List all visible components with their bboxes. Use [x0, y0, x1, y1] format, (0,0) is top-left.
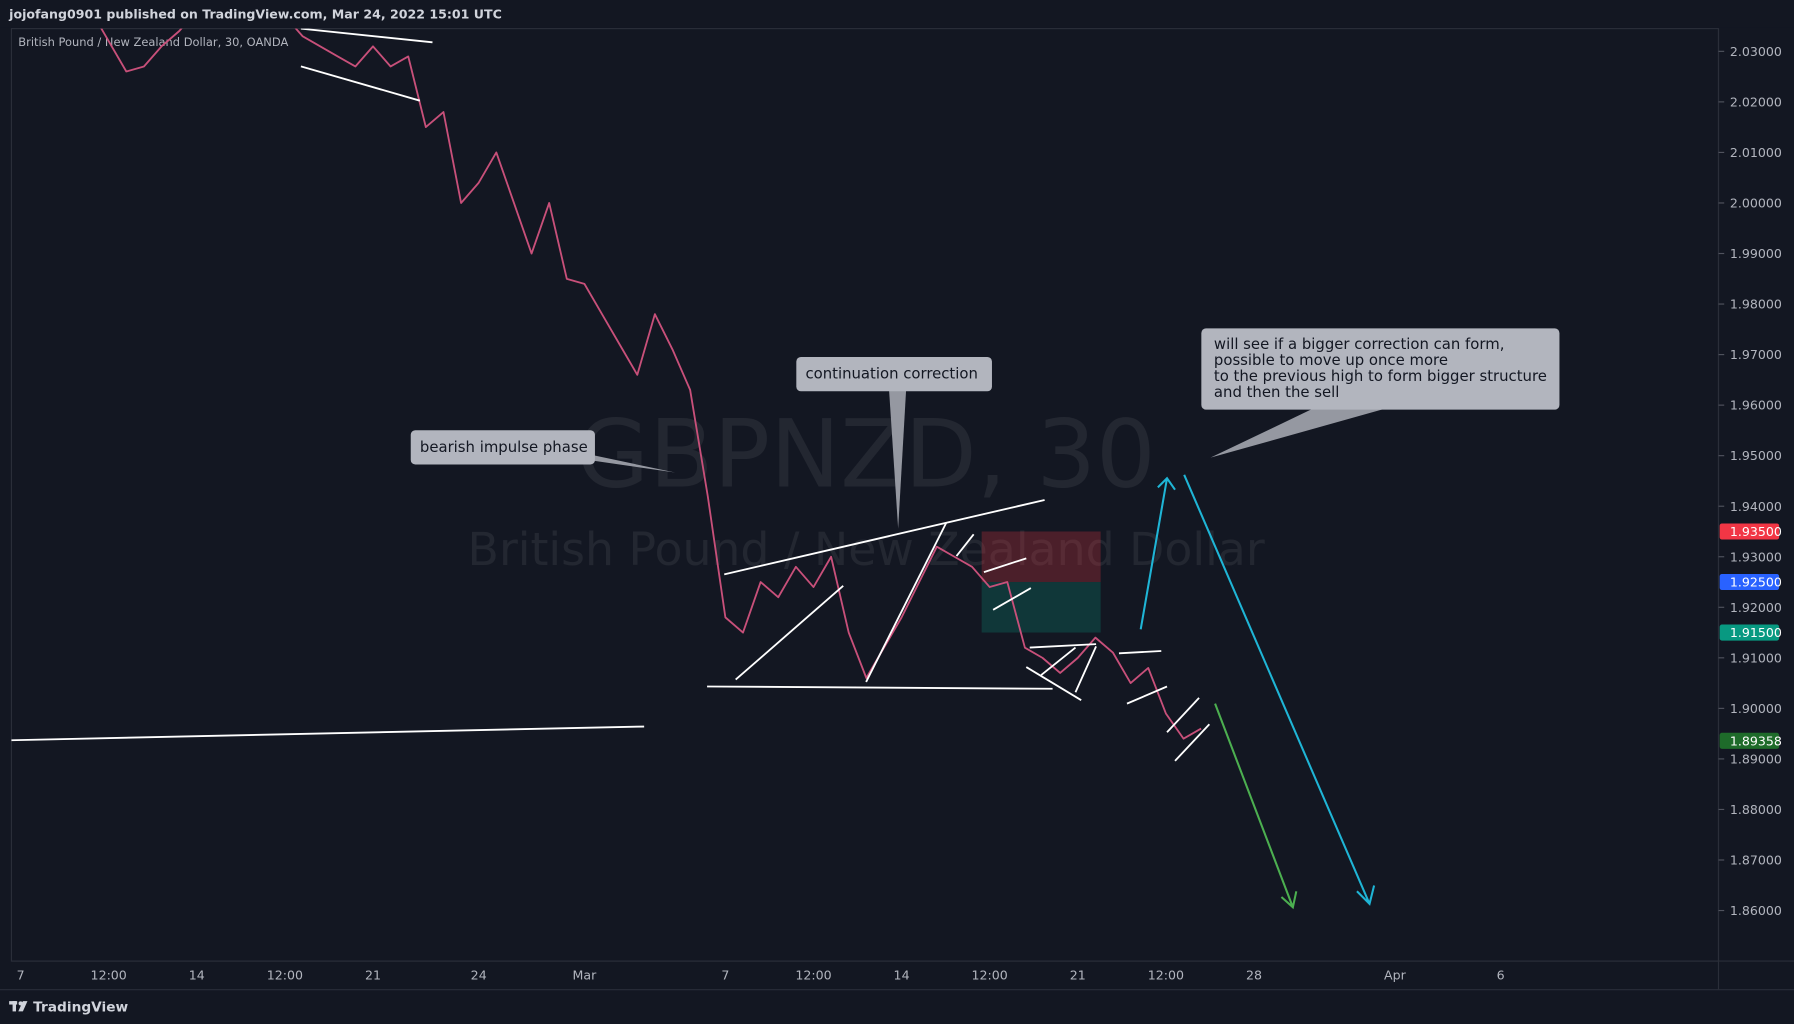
- x-tick-label: 6: [1497, 967, 1505, 982]
- brand: TradingView: [33, 999, 128, 1015]
- plot-area: [10, 28, 1720, 962]
- annotation-text: to the previous high to form bigger stru…: [1214, 367, 1547, 385]
- publisher-line: jojofang0901 published on TradingView.co…: [8, 6, 502, 21]
- y-tick-label: 1.91000: [1730, 650, 1782, 665]
- y-tick-label: 1.90000: [1730, 701, 1782, 716]
- y-tick-label: 1.89000: [1730, 751, 1782, 766]
- callout: bearish impulse phase: [410, 430, 676, 473]
- y-tick-label: 1.88000: [1730, 802, 1782, 817]
- annotation-text: possible to move up once more: [1214, 351, 1448, 369]
- stop-zone: [981, 531, 1101, 583]
- annotation-text: bearish impulse phase: [420, 438, 588, 456]
- price-tag-label: 1.93500: [1730, 524, 1782, 539]
- trendlines: [11, 28, 1211, 762]
- y-tick-label: 1.86000: [1730, 903, 1782, 918]
- price-tag: [1719, 624, 1780, 641]
- annotation-text: continuation correction: [805, 365, 977, 383]
- callout: will see if a bigger correction can form…: [1201, 328, 1560, 458]
- price-tag: [1719, 732, 1780, 749]
- x-tick-label: 28: [1246, 967, 1262, 982]
- y-tick-label: 1.96000: [1730, 398, 1782, 413]
- x-tick-label: 21: [1070, 967, 1086, 982]
- price-tag: [1719, 574, 1780, 591]
- y-tick-label: 1.98000: [1730, 297, 1782, 312]
- x-tick-label: 7: [721, 967, 729, 982]
- y-tick-label: 1.92000: [1730, 600, 1782, 615]
- y-tick-label: 1.87000: [1730, 853, 1782, 868]
- x-tick-label: 12:00: [795, 967, 831, 982]
- y-tick-label: 1.99000: [1730, 246, 1782, 261]
- y-tick-label: 2.01000: [1730, 145, 1782, 160]
- y-tick-label: 2.00000: [1730, 196, 1782, 211]
- footer-logo: [9, 1001, 28, 1012]
- annotation-text: will see if a bigger correction can form…: [1214, 335, 1504, 353]
- x-tick-label: 12:00: [1148, 967, 1184, 982]
- x-tick-label: 12:00: [972, 967, 1008, 982]
- price-tag: [1719, 523, 1780, 540]
- price-line: [100, 28, 1202, 740]
- y-tick-label: 2.02000: [1730, 94, 1782, 109]
- price-tag-label: 1.91500: [1730, 625, 1782, 640]
- target-zone: [981, 582, 1101, 633]
- watermark-name: British Pound / New Zealand Dollar: [468, 523, 1265, 576]
- x-tick-label: 14: [894, 967, 910, 982]
- x-tick-label: 7: [17, 967, 25, 982]
- header-bar: [0, 0, 1794, 28]
- x-tick-label: 12:00: [91, 967, 127, 982]
- x-tick-label: Apr: [1384, 967, 1407, 982]
- x-tick-label: 14: [189, 967, 205, 982]
- price-tag-label: 1.92500: [1730, 575, 1782, 590]
- x-tick-label: 12:00: [267, 967, 303, 982]
- x-tick-label: 24: [471, 967, 487, 982]
- symbol-label: British Pound / New Zealand Dollar, 30, …: [18, 35, 288, 49]
- plot-marks: [100, 28, 1202, 740]
- y-tick-label: 1.93000: [1730, 549, 1782, 564]
- annotation-text: and then the sell: [1214, 383, 1339, 401]
- y-tick-label: 1.97000: [1730, 347, 1782, 362]
- watermark-symbol: GBPNZD, 30: [576, 400, 1155, 509]
- price-tag-label: 1.89358: [1730, 733, 1782, 748]
- y-tick-label: 2.03000: [1730, 44, 1782, 59]
- x-tick-label: Mar: [573, 967, 598, 982]
- y-tick-label: 1.95000: [1730, 448, 1782, 463]
- callout: continuation correction: [796, 356, 992, 529]
- arrows: [1139, 474, 1376, 910]
- x-tick-label: 21: [365, 967, 381, 982]
- y-tick-label: 1.94000: [1730, 499, 1782, 514]
